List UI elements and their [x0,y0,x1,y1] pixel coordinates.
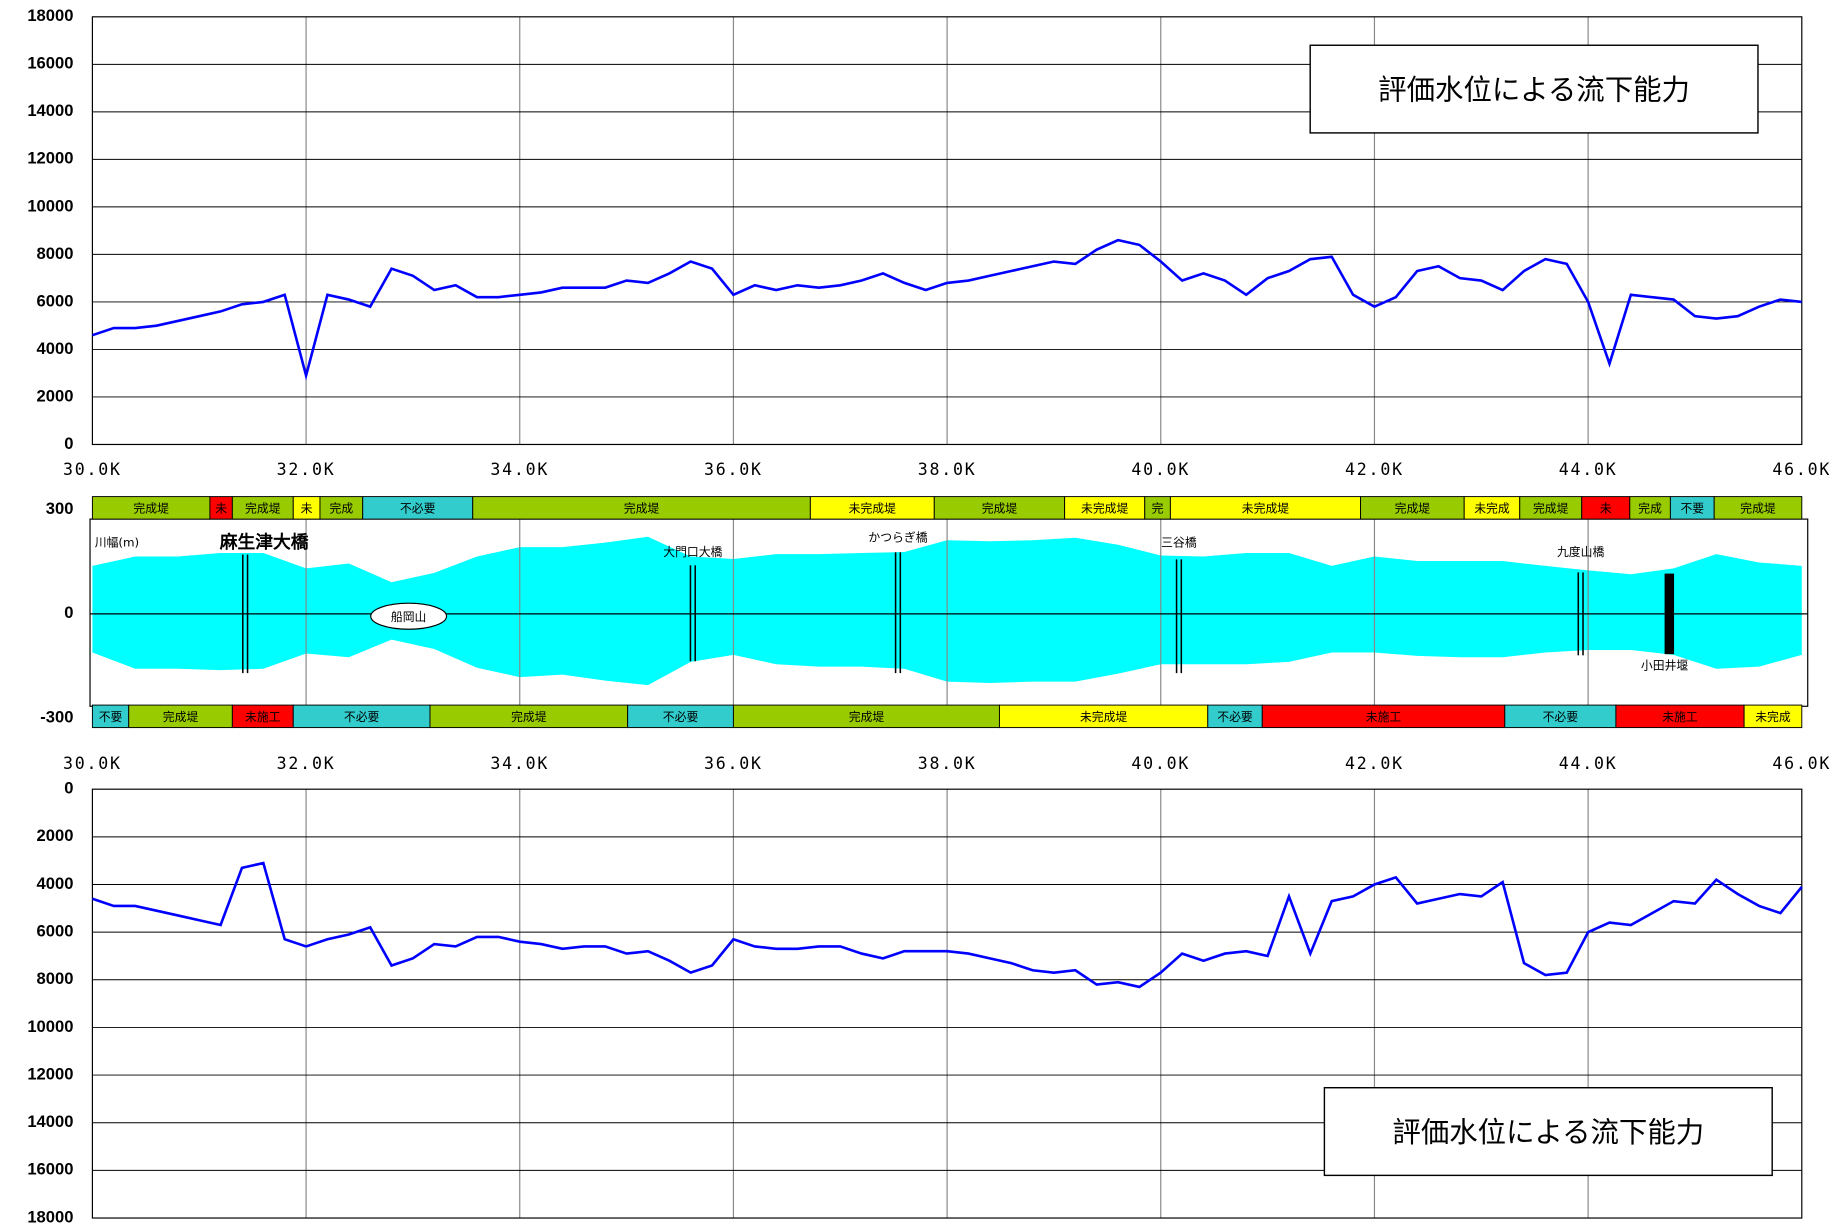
levee-label: 未施工 [1662,710,1698,724]
levee-label: 完成 [329,502,353,516]
annotation: 評価水位による流下能力 [1378,73,1690,106]
levee-label: 完成堤 [133,502,169,516]
x-tick-label: 30.0K [63,460,122,479]
line [91,238,1802,381]
x-tick-label: 30.0K [63,754,122,773]
y-tick-label: 6000 [37,291,74,310]
y-tick-label: 0 [64,779,73,798]
levee-label: 未完成 [1755,710,1791,724]
levee-label: 完成堤 [1395,502,1431,516]
x-tick-label: 40.0K [1131,460,1190,479]
y-tick-label: 4000 [37,339,74,358]
levee-label: 未完成堤 [1242,502,1289,516]
levee-label: 未完成堤 [849,502,896,516]
x-tick-label: 42.0K [1345,460,1404,479]
bridge-label: 麻生津大橋 [219,531,309,553]
levee-label: 不要 [99,710,123,724]
y-tick-label: 2000 [37,826,74,845]
y-tick-label: 0 [64,603,73,622]
y-tick-label: 16000 [27,54,73,73]
x-tick-label: 42.0K [1345,754,1404,773]
levee-label: 未完成堤 [1080,710,1127,724]
levee-label: 完成堤 [245,502,281,516]
y-tick-label: 6000 [37,922,74,941]
landmark [370,602,448,630]
bridge-label: 九度山橋 [1557,545,1604,559]
levee-label: 不必要 [344,710,380,724]
x-tick-label: 46.0K [1772,460,1831,479]
weir-label: 小田井堰 [1641,658,1688,672]
x-tick-label: 46.0K [1772,754,1831,773]
weir [1664,573,1675,655]
levee-label: 未施工 [1366,710,1402,724]
y-tick-label: 16000 [27,1160,73,1179]
levee-label: 未 [215,502,227,516]
y-tick-label: 8000 [37,244,74,263]
levee-segment [1743,704,1803,729]
y-tick-label: 14000 [27,1112,73,1131]
axis-label: 川幅(m) [95,535,139,549]
y-tick-label: 14000 [27,101,73,120]
annotation-box [1323,1087,1773,1177]
y-tick-label: 18000 [27,6,73,25]
y-tick-label: 300 [46,499,74,518]
y-tick-label: 10000 [27,1017,73,1036]
x-tick-label: 40.0K [1131,754,1190,773]
landmark-label: 船岡山 [391,610,427,624]
levee-label: 完成 [1638,502,1662,516]
levee-label: 完成堤 [849,710,885,724]
y-tick-label: 10000 [27,196,73,215]
x-tick-label: 44.0K [1559,754,1618,773]
y-tick-label: 2000 [37,386,74,405]
bridge-label: 三谷橋 [1161,535,1197,549]
y-tick-label: 8000 [37,969,74,988]
y-tick-label: 12000 [27,149,73,168]
annotation-box [1309,44,1759,134]
levee-label: 完成堤 [1533,502,1569,516]
levee-segment [1713,496,1803,520]
x-tick-label: 32.0K [277,460,336,479]
bridge-label: 大門口大橋 [663,545,722,559]
levee-label: 未 [1600,502,1612,516]
levee-label: 完 [1152,502,1164,516]
levee-label: 未完成堤 [1081,502,1128,516]
bridge-label: かつらぎ橋 [868,531,927,545]
x-tick-label: 36.0K [704,460,763,479]
levee-label: 不必要 [400,502,436,516]
y-tick-label: 4000 [37,874,74,893]
levee-label: 完成堤 [163,710,199,724]
levee-label: 完成堤 [1740,502,1776,516]
levee-label: 未 [301,502,313,516]
x-tick-label: 34.0K [490,460,549,479]
plot-frame [91,788,1803,1219]
y-tick-label: -300 [40,707,73,726]
annotation: 評価水位による流下能力 [1392,1116,1704,1149]
y-tick-label: 12000 [27,1064,73,1083]
levee-label: 不必要 [663,710,699,724]
x-tick-label: 38.0K [918,460,977,479]
levee-label: 不要 [1680,502,1704,516]
levee-label: 完成堤 [511,710,547,724]
levee-label: 不必要 [1543,710,1579,724]
line [91,861,1803,989]
x-tick-label: 44.0K [1559,460,1618,479]
levee-label: 未完成 [1474,502,1510,516]
x-tick-label: 32.0K [277,754,336,773]
levee-label: 完成堤 [624,502,660,516]
x-tick-label: 36.0K [704,754,763,773]
x-tick-label: 34.0K [490,754,549,773]
y-tick-label: 0 [64,434,73,453]
plot-frame [91,16,1803,446]
levee-label: 不必要 [1217,710,1253,724]
x-tick-label: 38.0K [918,754,977,773]
y-tick-label: 18000 [27,1207,73,1223]
levee-label: 完成堤 [982,502,1018,516]
levee-label: 未施工 [245,710,281,724]
